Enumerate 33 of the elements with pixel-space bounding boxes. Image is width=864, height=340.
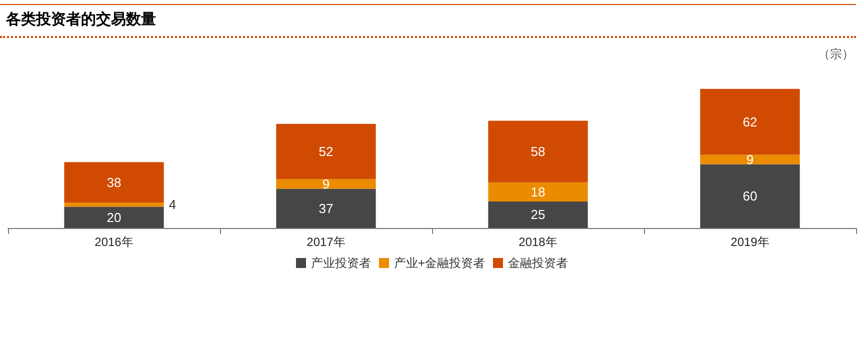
bar bbox=[276, 124, 376, 180]
bar bbox=[64, 206, 164, 228]
x-tick-label: 2019年 bbox=[730, 235, 770, 249]
x-tick-label: 2017年 bbox=[306, 235, 346, 249]
data-label: 38 bbox=[106, 174, 122, 190]
bar bbox=[64, 202, 164, 207]
x-tick-label: 2018年 bbox=[518, 235, 558, 249]
bar bbox=[488, 201, 588, 228]
chart-title: 各类投资者的交易数量 bbox=[6, 10, 156, 29]
bar bbox=[700, 88, 800, 155]
data-label: 37 bbox=[318, 200, 334, 216]
data-label: 62 bbox=[742, 114, 758, 130]
legend-label: 产业+金融投资者 bbox=[394, 256, 486, 270]
data-label: 52 bbox=[318, 144, 334, 160]
data-label: 9 bbox=[746, 152, 754, 167]
bar bbox=[276, 188, 376, 228]
bar bbox=[700, 164, 800, 228]
data-label: 60 bbox=[742, 188, 758, 204]
data-label: 18 bbox=[530, 184, 546, 200]
data-label: 9 bbox=[322, 176, 330, 192]
bar bbox=[488, 120, 588, 182]
bar bbox=[700, 154, 800, 164]
data-label: 58 bbox=[530, 144, 546, 160]
legend-label: 金融投资者 bbox=[508, 256, 568, 270]
legend-label: 产业投资者 bbox=[310, 256, 371, 270]
x-tick-label: 2016年 bbox=[94, 235, 134, 249]
y-axis-title: （宗） bbox=[818, 46, 854, 63]
data-label: 4 bbox=[168, 197, 176, 212]
bar bbox=[64, 162, 164, 203]
bar bbox=[488, 182, 588, 202]
data-label: 20 bbox=[106, 210, 122, 225]
bar bbox=[276, 179, 376, 189]
data-label: 25 bbox=[530, 207, 546, 222]
